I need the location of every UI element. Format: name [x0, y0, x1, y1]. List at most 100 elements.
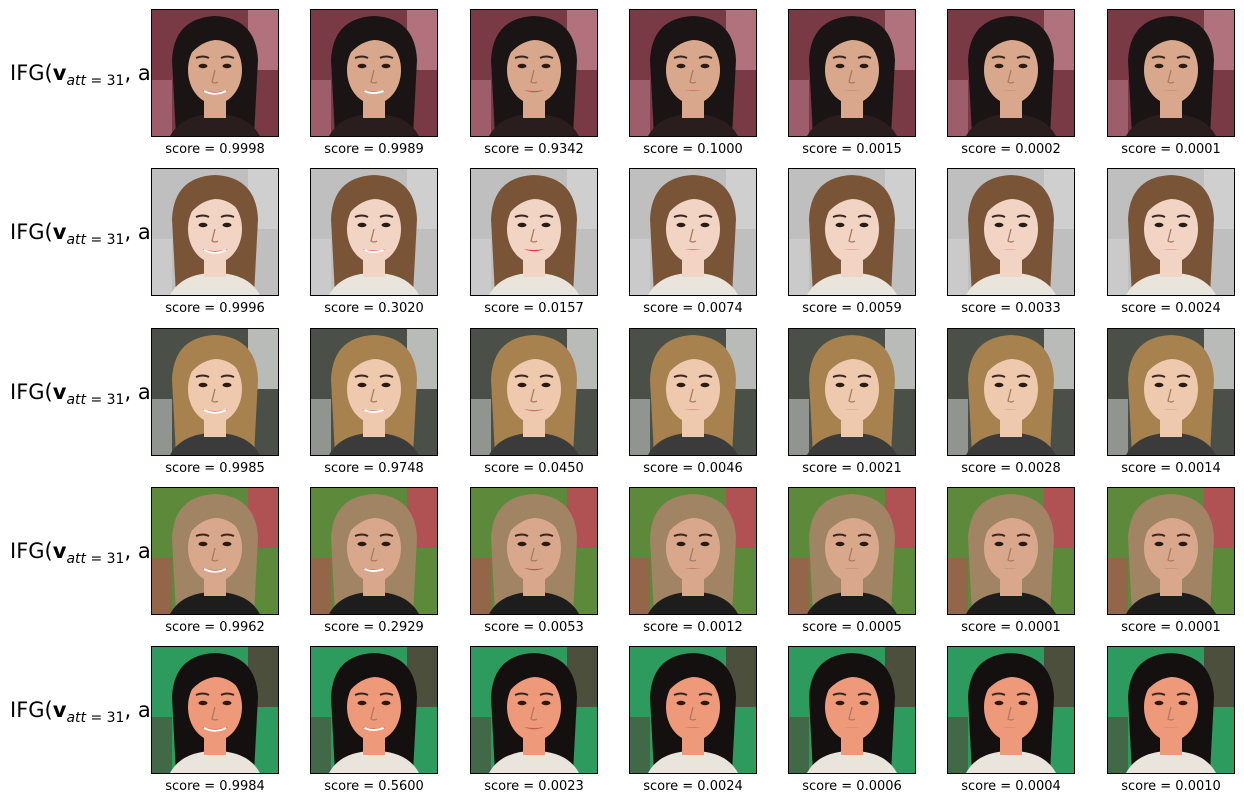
face-image — [630, 647, 756, 773]
face-image — [948, 329, 1074, 455]
score-caption: score = 0.0006 — [802, 779, 902, 794]
score-caption: score = 0.0157 — [484, 301, 584, 316]
face-tile — [1107, 646, 1235, 774]
face-image — [948, 169, 1074, 295]
score-caption: score = 0.9998 — [165, 142, 265, 157]
face-image — [1108, 10, 1234, 136]
row-label-prefix: IFG( — [10, 220, 53, 244]
face-image — [630, 169, 756, 295]
face-tile — [310, 487, 438, 615]
face-tile — [629, 168, 757, 296]
score-caption: score = 0.9962 — [165, 620, 265, 635]
face-image — [789, 169, 915, 295]
score-caption: score = 0.0033 — [961, 301, 1061, 316]
row-label-prefix: IFG( — [10, 539, 53, 563]
face-image — [311, 169, 437, 295]
score-caption: score = 0.9989 — [324, 142, 424, 157]
score-caption: score = 0.0046 — [643, 461, 743, 476]
score-caption: score = 0.0012 — [643, 620, 743, 635]
face-tile — [629, 487, 757, 615]
face-image — [152, 169, 278, 295]
face-image — [311, 329, 437, 455]
face-image — [152, 10, 278, 136]
face-tile — [151, 168, 279, 296]
face-image — [152, 647, 278, 773]
score-caption: score = 0.0021 — [802, 461, 902, 476]
score-caption: score = 0.0023 — [484, 779, 584, 794]
face-image — [630, 329, 756, 455]
face-image — [1108, 647, 1234, 773]
face-image — [311, 647, 437, 773]
face-image — [1108, 329, 1234, 455]
score-caption: score = 0.9342 — [484, 142, 584, 157]
face-tile — [470, 9, 598, 137]
face-tile — [947, 487, 1075, 615]
face-image — [471, 169, 597, 295]
score-caption: score = 0.0015 — [802, 142, 902, 157]
face-tile — [788, 9, 916, 137]
row-label-prefix: IFG( — [10, 380, 53, 404]
face-image — [471, 488, 597, 614]
score-caption: score = 0.0028 — [961, 461, 1061, 476]
score-caption: score = 0.0010 — [1121, 779, 1221, 794]
face-tile — [470, 328, 598, 456]
face-image — [789, 647, 915, 773]
face-tile — [788, 487, 916, 615]
row-label-prefix: IFG( — [10, 698, 53, 722]
face-image — [630, 10, 756, 136]
score-caption: score = 0.0053 — [484, 620, 584, 635]
row-label: IFG(vatt = 31, al) — [10, 55, 165, 91]
row-label: IFG(vatt = 31, al) — [10, 374, 165, 410]
row-label-vector: v — [52, 698, 67, 722]
score-caption: score = 0.9985 — [165, 461, 265, 476]
face-tile — [947, 168, 1075, 296]
face-tile — [151, 487, 279, 615]
face-image — [152, 488, 278, 614]
score-caption: score = 0.0024 — [643, 779, 743, 794]
face-image — [948, 488, 1074, 614]
face-image — [311, 10, 437, 136]
face-tile — [788, 646, 916, 774]
row-label-subscript: att = 31 — [66, 551, 125, 568]
score-caption: score = 0.2929 — [324, 620, 424, 635]
face-tile — [1107, 487, 1235, 615]
face-tile — [1107, 9, 1235, 137]
score-caption: score = 0.0001 — [1121, 142, 1221, 157]
face-image — [948, 10, 1074, 136]
score-caption: score = 0.0074 — [643, 301, 743, 316]
face-tile — [151, 646, 279, 774]
face-image — [1108, 488, 1234, 614]
face-tile — [629, 646, 757, 774]
row-label: IFG(vatt = 31, al) — [10, 214, 165, 250]
face-tile — [470, 646, 598, 774]
row-label-subscript: att = 31 — [66, 392, 125, 409]
face-image — [471, 647, 597, 773]
face-tile — [788, 168, 916, 296]
score-caption: score = 0.0450 — [484, 461, 584, 476]
face-image — [789, 329, 915, 455]
face-tile — [470, 487, 598, 615]
score-caption: score = 0.0001 — [961, 620, 1061, 635]
row-label: IFG(vatt = 31, al) — [10, 692, 165, 728]
score-caption: score = 0.0001 — [1121, 620, 1221, 635]
face-image — [1108, 169, 1234, 295]
face-image — [789, 10, 915, 136]
row-label-subscript: att = 31 — [66, 232, 125, 249]
score-caption: score = 0.0005 — [802, 620, 902, 635]
face-tile — [310, 646, 438, 774]
face-tile — [947, 9, 1075, 137]
row-label-prefix: IFG( — [10, 61, 53, 85]
row-label-vector: v — [52, 220, 67, 244]
face-image — [948, 647, 1074, 773]
face-tile — [310, 168, 438, 296]
face-tile — [788, 328, 916, 456]
score-caption: score = 0.0014 — [1121, 461, 1221, 476]
row-label: IFG(vatt = 31, al) — [10, 533, 165, 569]
face-image — [630, 488, 756, 614]
face-tile — [310, 328, 438, 456]
face-tile — [470, 168, 598, 296]
row-label-subscript: att = 31 — [66, 73, 125, 90]
score-caption: score = 0.5600 — [324, 779, 424, 794]
row-label-vector: v — [52, 539, 67, 563]
row-label-vector: v — [52, 61, 67, 85]
